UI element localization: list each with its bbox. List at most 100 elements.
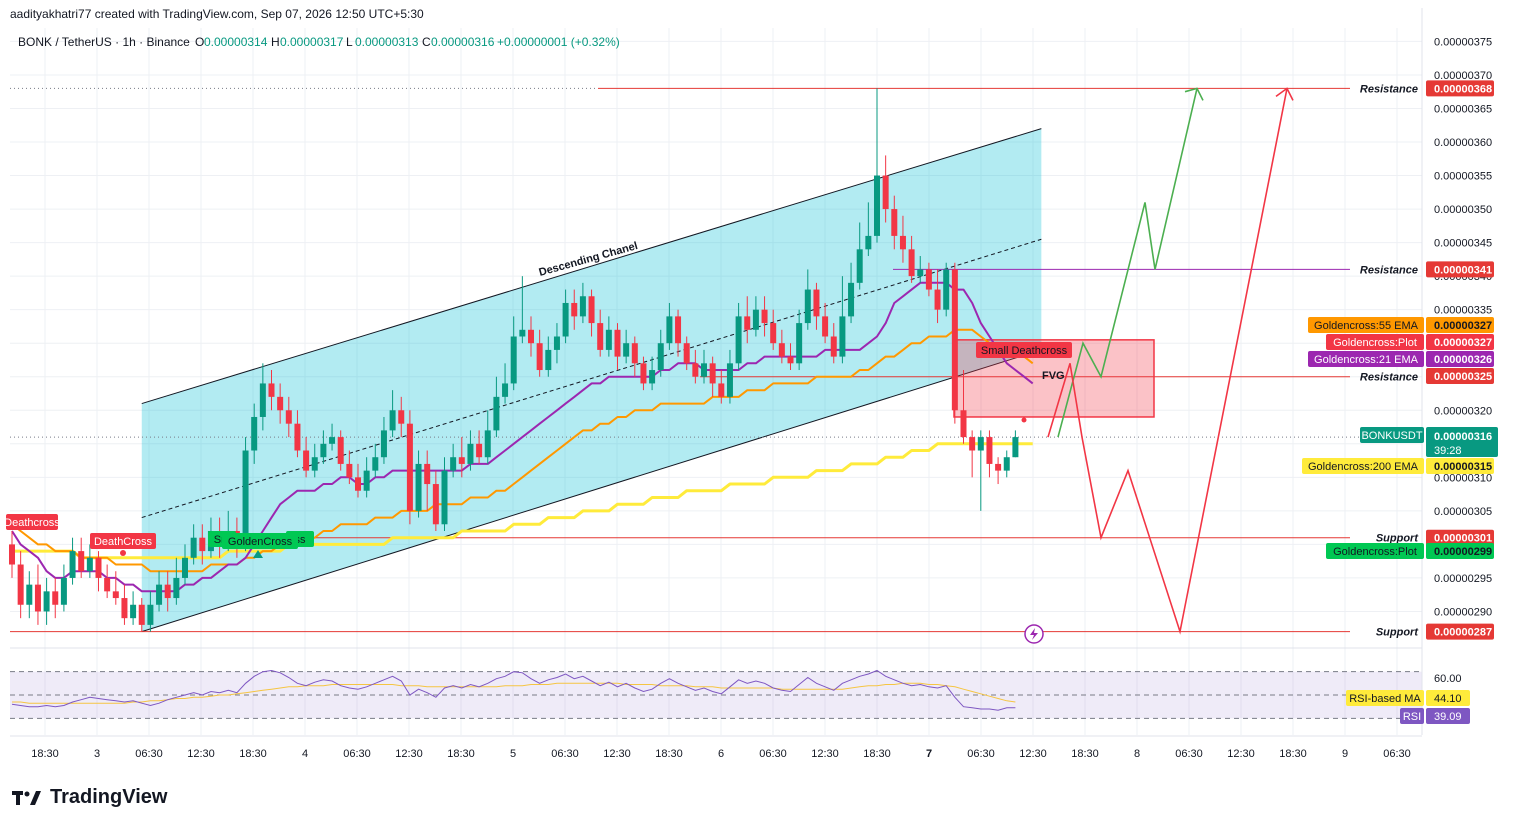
candle-body	[69, 551, 76, 578]
candle-body	[17, 564, 24, 605]
candle-body	[925, 269, 932, 290]
candle-body	[553, 336, 560, 350]
deathcross-tag-bg	[90, 533, 156, 549]
last-price-badge-bg	[1426, 427, 1498, 457]
price-tick: 0.00000365	[1434, 103, 1492, 115]
candle-body	[190, 537, 197, 558]
gc55-badge: 0.00000327	[1434, 320, 1492, 332]
support-287-label: Support	[1376, 627, 1419, 639]
candle-body	[839, 316, 846, 357]
time-tick: 9	[1342, 748, 1348, 760]
candle-body	[268, 383, 275, 397]
time-tick: 7	[926, 748, 932, 760]
time-tick: 06:30	[967, 748, 995, 760]
high-label: H	[271, 35, 280, 49]
symbol-tag: BONKUSDT	[1361, 430, 1422, 442]
candle-body	[337, 437, 344, 464]
candle-body	[986, 437, 993, 464]
candle-body	[614, 329, 621, 357]
price-tick: 0.00000320	[1434, 405, 1492, 417]
candle-body	[874, 175, 880, 236]
candle-body	[528, 329, 534, 344]
candle-body	[398, 410, 405, 424]
price-tick: 0.00000335	[1434, 305, 1492, 317]
price-axis[interactable]: 0.00000375 0.00000370 0.00000365 0.00000360…	[1421, 8, 1492, 735]
descending-channel[interactable]: Descending Chanel	[141, 128, 1042, 633]
resistance-325-badge: 0.00000325	[1434, 371, 1492, 383]
resistance-341-label: Resistance	[1360, 264, 1418, 276]
candle-body	[26, 584, 33, 605]
candle-body	[960, 410, 967, 438]
green-arrowhead	[1184, 87, 1204, 101]
rsi-tag: RSI	[1403, 711, 1421, 723]
support-287-badge: 0.00000287	[1434, 627, 1492, 639]
projection-paths[interactable]	[1047, 87, 1294, 635]
candle-body	[346, 463, 353, 478]
time-axis[interactable]: 18:30 3 06:30 12:30 18:30 4 06:30 12:30 18:30 5 06…	[10, 735, 1422, 760]
time-tick: 18:30	[1071, 748, 1099, 760]
time-tick: 12:30	[187, 748, 215, 760]
resistance-325-label: Resistance	[1360, 372, 1418, 384]
gcplot-green-tag-bg	[1326, 543, 1424, 559]
low-label: L	[346, 35, 353, 49]
candle-body	[882, 175, 889, 210]
candle-body	[735, 316, 742, 364]
deathcross-tag: DeathCross	[94, 536, 153, 548]
small-deathcross-tag-bg	[976, 342, 1072, 358]
ohlc-header: BONK / TetherUS · 1h · Binance O 0.00000…	[18, 35, 620, 49]
candle-body	[182, 557, 188, 578]
candle-body	[536, 343, 543, 371]
candle-body	[605, 329, 612, 350]
red-arrowhead	[1275, 87, 1294, 101]
deathcross-dot	[120, 550, 126, 556]
gc55-badge-bg	[1426, 317, 1494, 333]
time-tick: 18:30	[447, 748, 475, 760]
gc200-tag-bg	[1302, 458, 1424, 474]
time-tick: 6	[718, 748, 724, 760]
rsi-badge-bg	[1426, 708, 1470, 724]
close-label: C	[422, 35, 431, 49]
resistance-341-badge-bg	[1426, 261, 1494, 278]
deathcross-left-tag: Deathcross	[4, 517, 60, 529]
candle-body	[709, 363, 716, 384]
candle-body	[450, 457, 457, 471]
candle-body	[995, 463, 1002, 471]
gc200-badge: 0.00000315	[1434, 461, 1492, 473]
rsi-pane[interactable]: 60.00	[10, 647, 1462, 719]
resistance-368-badge-bg	[1426, 80, 1494, 97]
rsi-ma-tag-bg	[1346, 690, 1424, 706]
candle-body	[977, 437, 984, 451]
gc21-tag: Goldencross:21 EMA	[1314, 354, 1419, 366]
candle-body	[164, 584, 171, 599]
channel-mid-line	[141, 238, 1042, 519]
candle-body	[545, 349, 552, 371]
price-levels[interactable]: Resistance Resistance Resistance Support Sup…	[10, 83, 1422, 639]
price-tick: 0.00000355	[1434, 171, 1492, 183]
candle-body	[303, 450, 310, 471]
resistance-325-badge-bg	[1426, 368, 1494, 384]
open-value: 0.00000314	[204, 35, 268, 49]
low-value: 0.00000313	[355, 35, 419, 49]
candle-body	[865, 235, 872, 250]
candle-body	[242, 450, 249, 545]
gc55-tag: Goldencross:55 EMA	[1314, 320, 1419, 332]
candle-body	[718, 383, 725, 397]
time-tick: 5	[510, 748, 516, 760]
candle-body	[372, 457, 379, 471]
support-301-badge: 0.00000301	[1434, 533, 1492, 545]
candle-body	[744, 316, 751, 330]
tradingview-logo[interactable]: TradingView	[12, 786, 167, 809]
gcplot-red-badge: 0.00000327	[1434, 337, 1492, 349]
candle-body	[34, 584, 41, 612]
open-label: O	[195, 35, 204, 49]
candle-body	[424, 463, 431, 485]
candle-body	[692, 363, 699, 377]
candle-body	[130, 604, 137, 619]
candle-body	[787, 356, 794, 364]
gcplot-green-tag: Goldencross:Plot	[1333, 546, 1417, 558]
ema21-line	[11, 281, 1034, 593]
gc21-tag-bg	[1308, 351, 1424, 367]
candle-body	[294, 423, 301, 451]
deathcross-left-tag-bg	[6, 514, 58, 530]
